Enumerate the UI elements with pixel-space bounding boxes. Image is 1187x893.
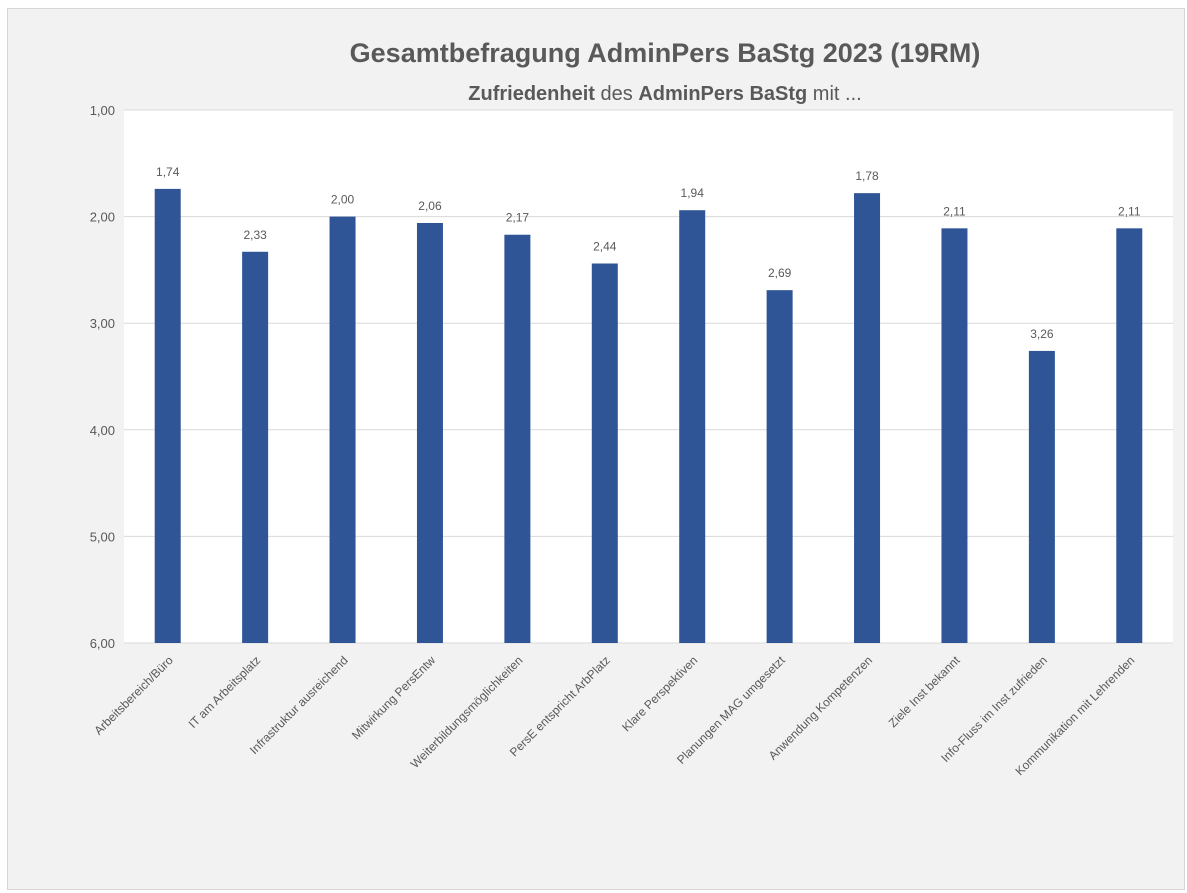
bars (154, 188, 1143, 644)
chart-subtitle: Zufriedenheit des AdminPers BaStg mit ..… (468, 83, 861, 105)
x-tick-label: PersE entspricht ArbPlatz (507, 653, 613, 759)
data-label: 1,94 (681, 186, 705, 200)
chart-title: Gesamtbefragung AdminPers BaStg 2023 (19… (350, 38, 981, 68)
data-label: 2,69 (768, 266, 792, 280)
y-tick-label: 2,00 (90, 210, 115, 225)
bar (679, 210, 706, 644)
x-tick-label: Mitwirkung PersEntw (349, 653, 438, 742)
data-label: 1,78 (855, 169, 879, 183)
bar (329, 216, 356, 643)
bar (504, 234, 531, 644)
y-tick-label: 3,00 (90, 316, 115, 331)
subtitle-part: des (595, 83, 638, 105)
x-tick-label: Ziele Inst bekannt (886, 653, 963, 730)
bar (1028, 350, 1055, 643)
bar (154, 188, 181, 643)
data-label: 2,11 (943, 204, 966, 218)
data-label: 2,06 (418, 199, 442, 213)
data-label: 2,44 (593, 240, 617, 254)
data-label: 2,33 (243, 228, 267, 242)
plot-area (124, 110, 1173, 643)
x-tick-label: Klare Perspektiven (619, 653, 700, 734)
y-axis: 1,00 2,00 3,00 4,00 5,00 6,00 (90, 103, 115, 651)
bar (766, 290, 793, 643)
bar (1116, 228, 1143, 644)
data-label: 2,11 (1118, 204, 1141, 218)
bar (591, 263, 618, 643)
x-tick-label: Anwendung Kompetenzen (766, 653, 875, 762)
bar (416, 222, 443, 643)
data-label: 3,26 (1030, 327, 1054, 341)
y-tick-label: 6,00 (90, 636, 115, 651)
data-label: 2,00 (331, 193, 355, 207)
subtitle-part: AdminPers BaStg (638, 83, 807, 105)
y-tick-label: 4,00 (90, 423, 115, 438)
subtitle-part: Zufriedenheit (468, 83, 595, 105)
subtitle-part: mit ... (807, 83, 861, 105)
x-axis: Arbeitsbereich/Büro IT am ArbeitsplatzInf… (91, 653, 1137, 778)
data-label: 1,74 (156, 165, 180, 179)
gridlines (124, 109, 1173, 644)
data-labels: 1,74 2,33 2,00 2,06 2,17 2,44 1,94 2,69 1,78 2,11… (156, 165, 1141, 341)
y-tick-label: 5,00 (90, 529, 115, 544)
x-tick-label: IT am Arbeitsplatz (186, 653, 264, 731)
x-tick-label: Arbeitsbereich/Büro (91, 653, 176, 738)
x-tick-label: Infrastruktur ausreichend (247, 653, 351, 757)
bar (941, 228, 968, 644)
bar (242, 251, 269, 643)
data-label: 2,17 (506, 211, 530, 225)
y-tick-label: 1,00 (90, 103, 115, 118)
bar (854, 193, 881, 643)
